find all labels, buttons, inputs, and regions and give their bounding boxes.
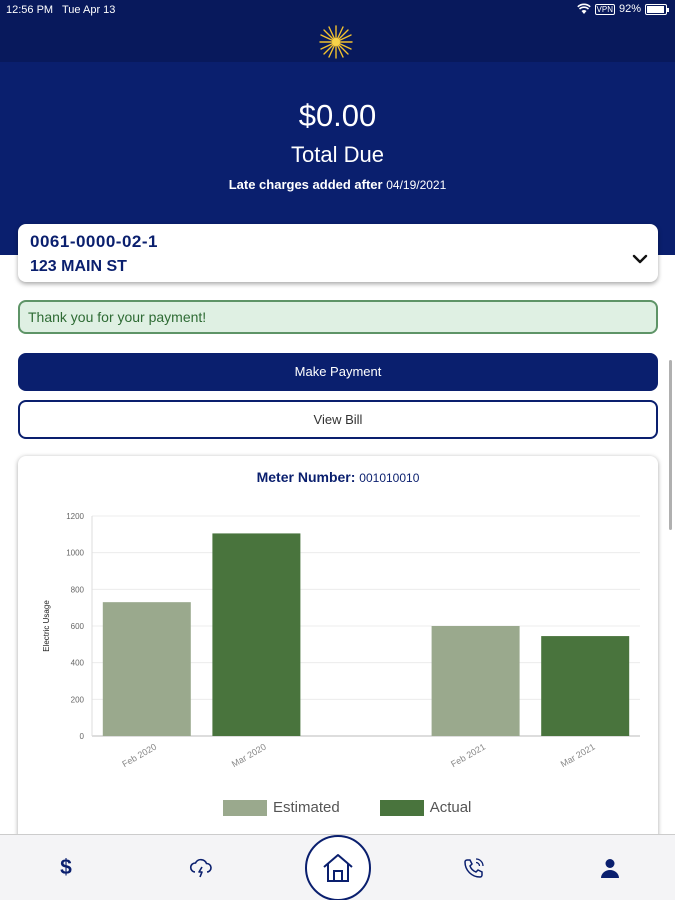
dollar-icon: $ (60, 856, 72, 879)
user-icon (601, 859, 619, 878)
x-tick-label: Mar 2020 (230, 742, 268, 770)
status-time: 12:56 PM (6, 4, 54, 16)
status-date: Tue Apr 13 (62, 4, 116, 16)
tab-outages[interactable] (186, 853, 216, 883)
status-bar: 12:56 PM Tue Apr 13 VPN 92% (0, 0, 675, 20)
wifi-icon (576, 3, 591, 14)
tab-contact[interactable] (459, 853, 489, 883)
legend-swatch-estimated (223, 799, 267, 816)
y-tick-label: 1000 (66, 549, 84, 558)
tab-home[interactable] (305, 835, 371, 900)
tab-profile[interactable] (595, 853, 625, 883)
meter-number: Meter Number: 001010010 (18, 469, 658, 485)
y-tick-label: 1200 (66, 512, 84, 521)
bar-mar-2021 (541, 636, 630, 736)
y-tick-label: 800 (71, 585, 85, 594)
bar-mar-2020 (212, 533, 301, 736)
chart-legend: Estimated Actual (223, 799, 511, 816)
bar-feb-2020 (102, 602, 191, 736)
y-axis-label: Electric Usage (42, 600, 51, 652)
bar-feb-2021 (431, 626, 520, 736)
phone-icon (464, 858, 484, 878)
y-tick-label: 0 (80, 732, 85, 741)
account-number: 0061-0000-02-1 (30, 232, 158, 251)
legend-label-estimated: Estimated (273, 799, 340, 816)
legend-item-actual[interactable]: Actual (379, 799, 472, 816)
late-charges-date: 04/19/2021 (386, 178, 447, 192)
total-due-label: Total Due (291, 142, 384, 167)
usage-chart-card: Meter Number: 001010010 0 200 400 600 800 100… (18, 456, 658, 856)
header-top-bar (0, 0, 675, 62)
view-bill-button[interactable]: View Bill (18, 400, 658, 439)
meter-value: 001010010 (359, 471, 420, 485)
account-selector[interactable]: 0061-0000-02-1 123 MAIN ST (18, 224, 658, 282)
legend-item-estimated[interactable]: Estimated (223, 799, 340, 816)
payment-success-alert: Thank you for your payment! (18, 300, 658, 334)
y-tick-label: 400 (71, 659, 85, 668)
sun-logo-icon (319, 25, 353, 59)
y-tick-label: 200 (71, 695, 85, 704)
late-charges-label: Late charges added after (228, 177, 383, 192)
x-tick-label: Feb 2020 (120, 742, 158, 770)
chevron-down-icon[interactable] (632, 252, 648, 266)
battery-percent: 92% (618, 3, 641, 15)
tab-billing[interactable]: $ (51, 853, 81, 883)
scrollbar[interactable] (669, 360, 672, 530)
y-tick-label: 600 (71, 622, 85, 631)
x-tick-label: Mar 2021 (559, 742, 597, 770)
cloud-lightning-icon (189, 858, 212, 878)
legend-swatch-actual (379, 799, 424, 816)
meter-label: Meter Number: (256, 469, 356, 485)
x-tick-label: Feb 2021 (449, 742, 487, 770)
late-charges-notice: Late charges added after 04/19/2021 (0, 177, 675, 192)
battery-icon (645, 3, 669, 15)
vpn-badge: VPN (594, 3, 615, 15)
account-address: 123 MAIN ST (30, 258, 127, 275)
status-indicators: VPN 92% (576, 3, 669, 15)
legend-label-actual: Actual (429, 799, 472, 816)
total-due-amount: $0.00 (298, 98, 377, 133)
home-icon (323, 854, 353, 882)
make-payment-button[interactable]: Make Payment (18, 353, 658, 391)
usage-bar-chart: 0 200 400 600 800 1000 1200 Electric Usage Feb 2… (42, 512, 640, 770)
